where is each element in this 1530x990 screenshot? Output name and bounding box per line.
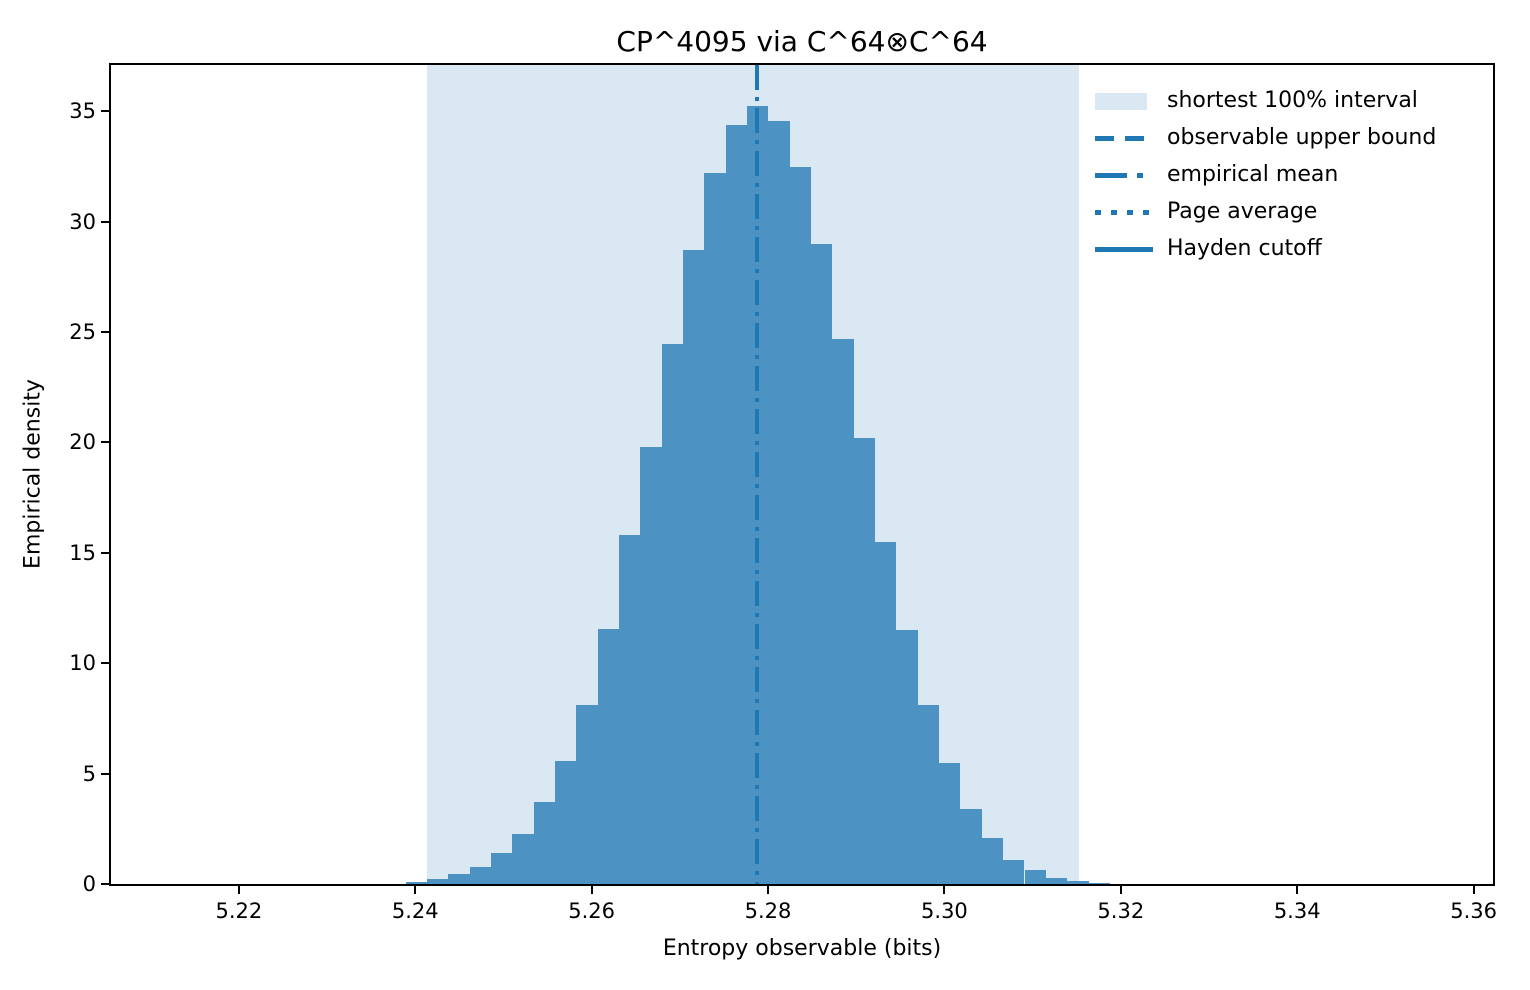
legend-label: shortest 100% interval [1167,88,1418,113]
histogram-bar [426,878,449,884]
x-tick [590,886,593,894]
histogram-bar [1067,880,1089,884]
histogram-bar [405,881,427,884]
histogram-bar [512,833,534,884]
histogram-bar [490,853,513,884]
y-tick [101,110,109,113]
histogram-bar [576,705,598,884]
bottom-spine [109,884,1495,886]
legend-label: empirical mean [1167,162,1339,187]
x-tick-label: 5.36 [1450,899,1497,923]
legend-label: Hayden cutoff [1167,236,1322,261]
x-tick [1296,886,1299,894]
y-tick [101,331,109,334]
legend-swatch-patch [1095,89,1153,113]
x-tick-label: 5.26 [568,899,616,923]
x-tick [1119,886,1122,894]
x-tick-label: 5.34 [1273,899,1321,923]
legend-row: empirical mean [1095,163,1436,187]
y-tick-label: 35 [69,99,96,124]
histogram-bar [1003,859,1025,884]
histogram-bar [725,124,748,884]
y-tick-label: 5 [82,761,96,786]
legend-swatch-dotted [1095,200,1153,224]
x-tick-label: 5.24 [391,899,439,923]
histogram-bar [853,438,876,884]
y-tick [101,551,109,554]
histogram-bar [896,630,918,884]
dashdot-swatch-icon [1095,172,1153,178]
solid-swatch-icon [1095,246,1153,252]
dotted-swatch-icon [1095,209,1153,215]
histogram-bar [768,121,790,884]
histogram-bar [917,705,940,884]
x-tick [1472,886,1475,894]
histogram-bar [832,338,854,884]
patch-swatch-icon [1095,92,1147,110]
right-spine [1493,63,1495,886]
dashed-swatch-icon [1095,135,1153,141]
histogram-bar [469,867,491,884]
histogram-bar [1024,870,1046,884]
x-tick-label: 5.30 [921,899,968,923]
top-spine [109,63,1495,65]
x-tick-label: 5.32 [1097,899,1145,923]
y-tick [101,883,109,885]
legend-label: Page average [1167,199,1318,224]
legend-row: observable upper bound [1095,126,1436,150]
histogram-bar [811,243,833,884]
y-tick-label: 20 [69,430,96,455]
x-tick [943,886,946,894]
legend-swatch-dashed [1095,126,1153,150]
x-tick-label: 5.22 [215,899,263,923]
histogram-bar [939,762,961,884]
y-tick-label: 25 [69,320,96,345]
histogram-bar [554,761,577,884]
x-tick-label: 5.28 [744,899,792,923]
legend-swatch-solid [1095,237,1153,261]
histogram-bar [704,173,726,884]
y-tick-label: 0 [82,872,96,896]
histogram-bar [1088,882,1110,884]
y-axis-label: Empirical density [20,379,46,569]
x-axis-label: Entropy observable (bits) [662,936,942,961]
histogram-bar [1045,877,1068,884]
legend-row: shortest 100% interval [1095,89,1436,113]
y-tick-label: 10 [69,651,96,676]
y-tick [101,441,109,444]
histogram-bar [981,837,1004,884]
y-tick [101,662,109,665]
legend-label: observable upper bound [1167,125,1437,150]
plot-area: shortest 100% interval observable upper b… [111,65,1493,884]
y-tick-label: 30 [69,209,96,234]
empirical-mean-vline [754,65,759,884]
histogram-bar [960,808,982,884]
x-tick [414,886,417,894]
histogram-bar [640,446,662,884]
legend-row: Hayden cutoff [1095,237,1436,261]
histogram-bar [683,250,705,884]
x-tick [767,886,770,894]
y-tick [101,772,109,775]
histogram-bar [448,874,470,884]
histogram-bar [618,535,641,884]
x-tick [237,886,240,894]
legend-swatch-dashdot [1095,163,1153,187]
legend-row: Page average [1095,200,1436,224]
histogram-bar [533,802,555,884]
y-tick [101,220,109,223]
histogram-bar [875,541,897,884]
histogram-bar [661,344,683,884]
y-tick-label: 15 [69,540,96,565]
histogram-bar [789,166,812,884]
chart-title: CP^4095 via C^64⊗C^64 [616,25,988,58]
left-spine [109,63,111,886]
legend: shortest 100% interval observable upper b… [1089,85,1443,265]
histogram-bar [597,629,619,884]
